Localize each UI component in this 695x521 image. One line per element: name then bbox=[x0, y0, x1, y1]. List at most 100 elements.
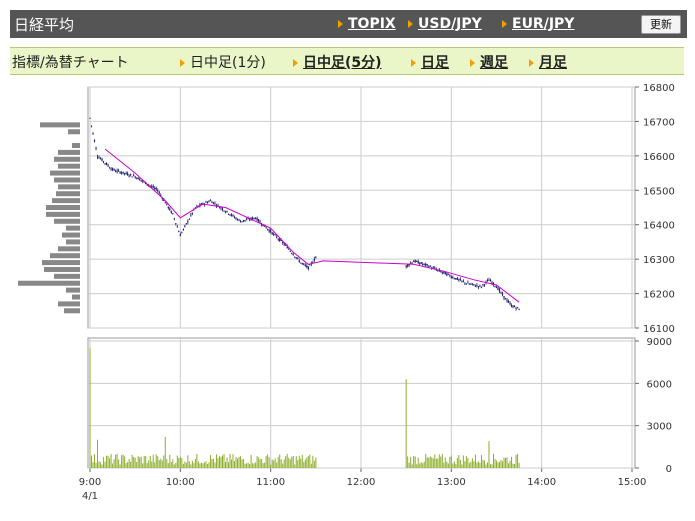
volume-bar bbox=[408, 462, 410, 468]
volume-bar bbox=[491, 464, 493, 468]
arrow-right-icon bbox=[411, 59, 416, 67]
volume-bar bbox=[145, 456, 147, 468]
candle-body bbox=[122, 171, 124, 174]
volume-bar bbox=[517, 453, 519, 468]
volume-bar bbox=[509, 460, 511, 468]
volume-bar bbox=[202, 463, 204, 468]
volume-bar bbox=[414, 456, 416, 468]
volume-bar bbox=[462, 455, 464, 468]
volume-bar bbox=[488, 441, 490, 468]
title-bar: 日経平均 TOPIX USD/JPY EUR/JPY 更新 bbox=[10, 10, 687, 38]
volume-bar bbox=[104, 461, 106, 468]
tab-intraday-5min[interactable]: 日中足(5分) bbox=[293, 52, 382, 72]
candle-body bbox=[297, 257, 299, 259]
candle-body bbox=[405, 265, 407, 267]
volume-bar bbox=[235, 456, 237, 468]
volume-bar bbox=[426, 457, 428, 468]
volume-bar bbox=[185, 462, 187, 468]
candle-body bbox=[486, 280, 489, 282]
volume-bar bbox=[208, 462, 210, 468]
price-tick-label: 16200 bbox=[643, 290, 675, 301]
candle-body bbox=[295, 257, 297, 259]
candle-body bbox=[513, 305, 516, 308]
volume-profile-bar bbox=[58, 184, 80, 190]
candle-body bbox=[191, 212, 193, 214]
candle-body bbox=[268, 230, 270, 232]
volume-profile-bar bbox=[58, 301, 80, 307]
candle-body bbox=[214, 203, 216, 205]
volume-bar bbox=[179, 456, 181, 468]
candle-body bbox=[313, 258, 315, 261]
candle-body bbox=[167, 206, 169, 209]
tab-monthly[interactable]: 月足 bbox=[529, 52, 567, 72]
volume-bar bbox=[294, 464, 296, 468]
topix-link[interactable]: TOPIX bbox=[338, 16, 396, 32]
candle-body bbox=[492, 282, 495, 285]
eur-jpy-link[interactable]: EUR/JPY bbox=[502, 16, 574, 32]
volume-bar bbox=[107, 455, 109, 468]
x-tick-label: 14:00 bbox=[527, 477, 556, 488]
candle-body bbox=[125, 172, 127, 174]
volume-bar bbox=[169, 454, 171, 468]
volume-bar bbox=[313, 460, 315, 468]
usd-jpy-link[interactable]: USD/JPY bbox=[408, 16, 482, 32]
candle-body bbox=[298, 260, 300, 262]
volume-bar bbox=[434, 454, 436, 468]
volume-bar bbox=[170, 461, 172, 468]
candle-body bbox=[495, 287, 498, 289]
candle-body bbox=[104, 163, 106, 165]
volume-bar bbox=[450, 455, 452, 468]
price-tick-label: 16300 bbox=[643, 255, 675, 266]
volume-profile-bar bbox=[58, 163, 80, 169]
volume-bar bbox=[127, 461, 129, 468]
volume-bar bbox=[196, 453, 198, 468]
volume-profile-bar bbox=[62, 232, 80, 238]
candle-body bbox=[307, 266, 309, 270]
volume-bar bbox=[467, 458, 469, 468]
volume-bar bbox=[261, 458, 263, 468]
volume-bar bbox=[152, 454, 154, 468]
volume-bar bbox=[223, 453, 225, 468]
candle-body bbox=[408, 264, 410, 266]
candle-body bbox=[187, 220, 189, 223]
arrow-right-icon bbox=[470, 59, 475, 67]
volume-bar bbox=[499, 461, 501, 468]
candle-body bbox=[108, 167, 111, 169]
tab-daily[interactable]: 日足 bbox=[411, 52, 449, 72]
price-tick-label: 16400 bbox=[643, 221, 675, 232]
volume-bar bbox=[158, 460, 160, 468]
x-tick-label: 12:00 bbox=[347, 477, 376, 488]
candle-body bbox=[175, 223, 177, 225]
candle-body bbox=[315, 257, 317, 259]
volume-profile-bar bbox=[50, 253, 80, 259]
tab-weekly[interactable]: 週足 bbox=[470, 52, 508, 72]
volume-bar bbox=[212, 458, 214, 468]
price-tick-label: 16100 bbox=[643, 324, 675, 335]
volume-bar bbox=[276, 462, 278, 468]
candle-body bbox=[169, 208, 171, 211]
moving-average-line bbox=[104, 148, 520, 303]
candle-body bbox=[423, 263, 425, 265]
candle-body bbox=[271, 232, 273, 235]
candle-body bbox=[107, 165, 109, 167]
candle-body bbox=[467, 282, 469, 284]
x-tick-label: 11:00 bbox=[256, 477, 285, 488]
candle-body bbox=[172, 213, 174, 215]
candle-body bbox=[292, 254, 294, 256]
volume-profile-bar bbox=[50, 170, 80, 176]
update-button[interactable]: 更新 bbox=[641, 15, 681, 34]
volume-bar bbox=[215, 454, 217, 468]
volume-bar bbox=[508, 463, 510, 468]
volume-bar bbox=[187, 455, 189, 468]
candle-body bbox=[450, 276, 452, 278]
volume-bar bbox=[297, 460, 299, 468]
volume-bar bbox=[465, 456, 467, 468]
volume-bar bbox=[128, 458, 130, 468]
candle-body bbox=[211, 201, 213, 204]
volume-bar bbox=[411, 464, 413, 468]
volume-bar bbox=[497, 462, 499, 468]
volume-bar bbox=[211, 458, 213, 468]
volume-bar bbox=[154, 462, 156, 468]
volume-bar bbox=[264, 462, 266, 468]
volume-bar bbox=[164, 436, 166, 468]
